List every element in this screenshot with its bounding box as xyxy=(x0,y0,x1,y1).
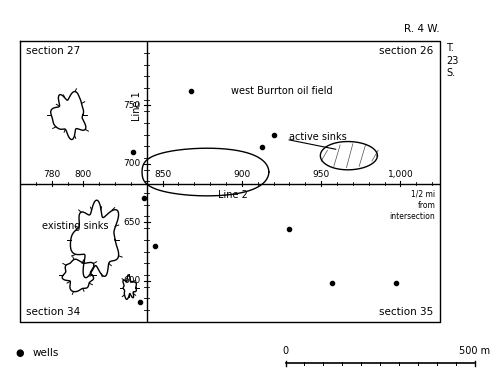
Text: 600: 600 xyxy=(123,276,140,285)
Text: west Burrton oil field: west Burrton oil field xyxy=(231,86,332,96)
Text: 700: 700 xyxy=(123,159,140,168)
Text: 750: 750 xyxy=(123,101,140,110)
Text: 1,000: 1,000 xyxy=(388,170,413,179)
Text: 0: 0 xyxy=(282,346,288,356)
Text: 780: 780 xyxy=(43,170,60,179)
Text: 950: 950 xyxy=(312,170,330,179)
Text: section 35: section 35 xyxy=(380,307,434,317)
Text: 800: 800 xyxy=(75,170,92,179)
Text: Line 1: Line 1 xyxy=(132,92,142,122)
Text: 1/2 mi
from
intersection: 1/2 mi from intersection xyxy=(390,190,435,221)
Text: ●: ● xyxy=(15,349,24,358)
Text: section 34: section 34 xyxy=(26,307,80,317)
Text: 850: 850 xyxy=(154,170,172,179)
Text: 500 m: 500 m xyxy=(459,346,490,356)
Text: T.
23
S.: T. 23 S. xyxy=(446,43,458,78)
Text: Line 2: Line 2 xyxy=(218,190,248,200)
Text: 900: 900 xyxy=(234,170,250,179)
Text: section 27: section 27 xyxy=(26,46,80,56)
Text: wells: wells xyxy=(32,349,59,358)
Text: section 26: section 26 xyxy=(380,46,434,56)
Text: 650: 650 xyxy=(123,218,140,227)
Text: active sinks: active sinks xyxy=(290,132,347,142)
Text: R. 4 W.: R. 4 W. xyxy=(404,24,440,34)
Text: existing sinks: existing sinks xyxy=(42,221,108,231)
